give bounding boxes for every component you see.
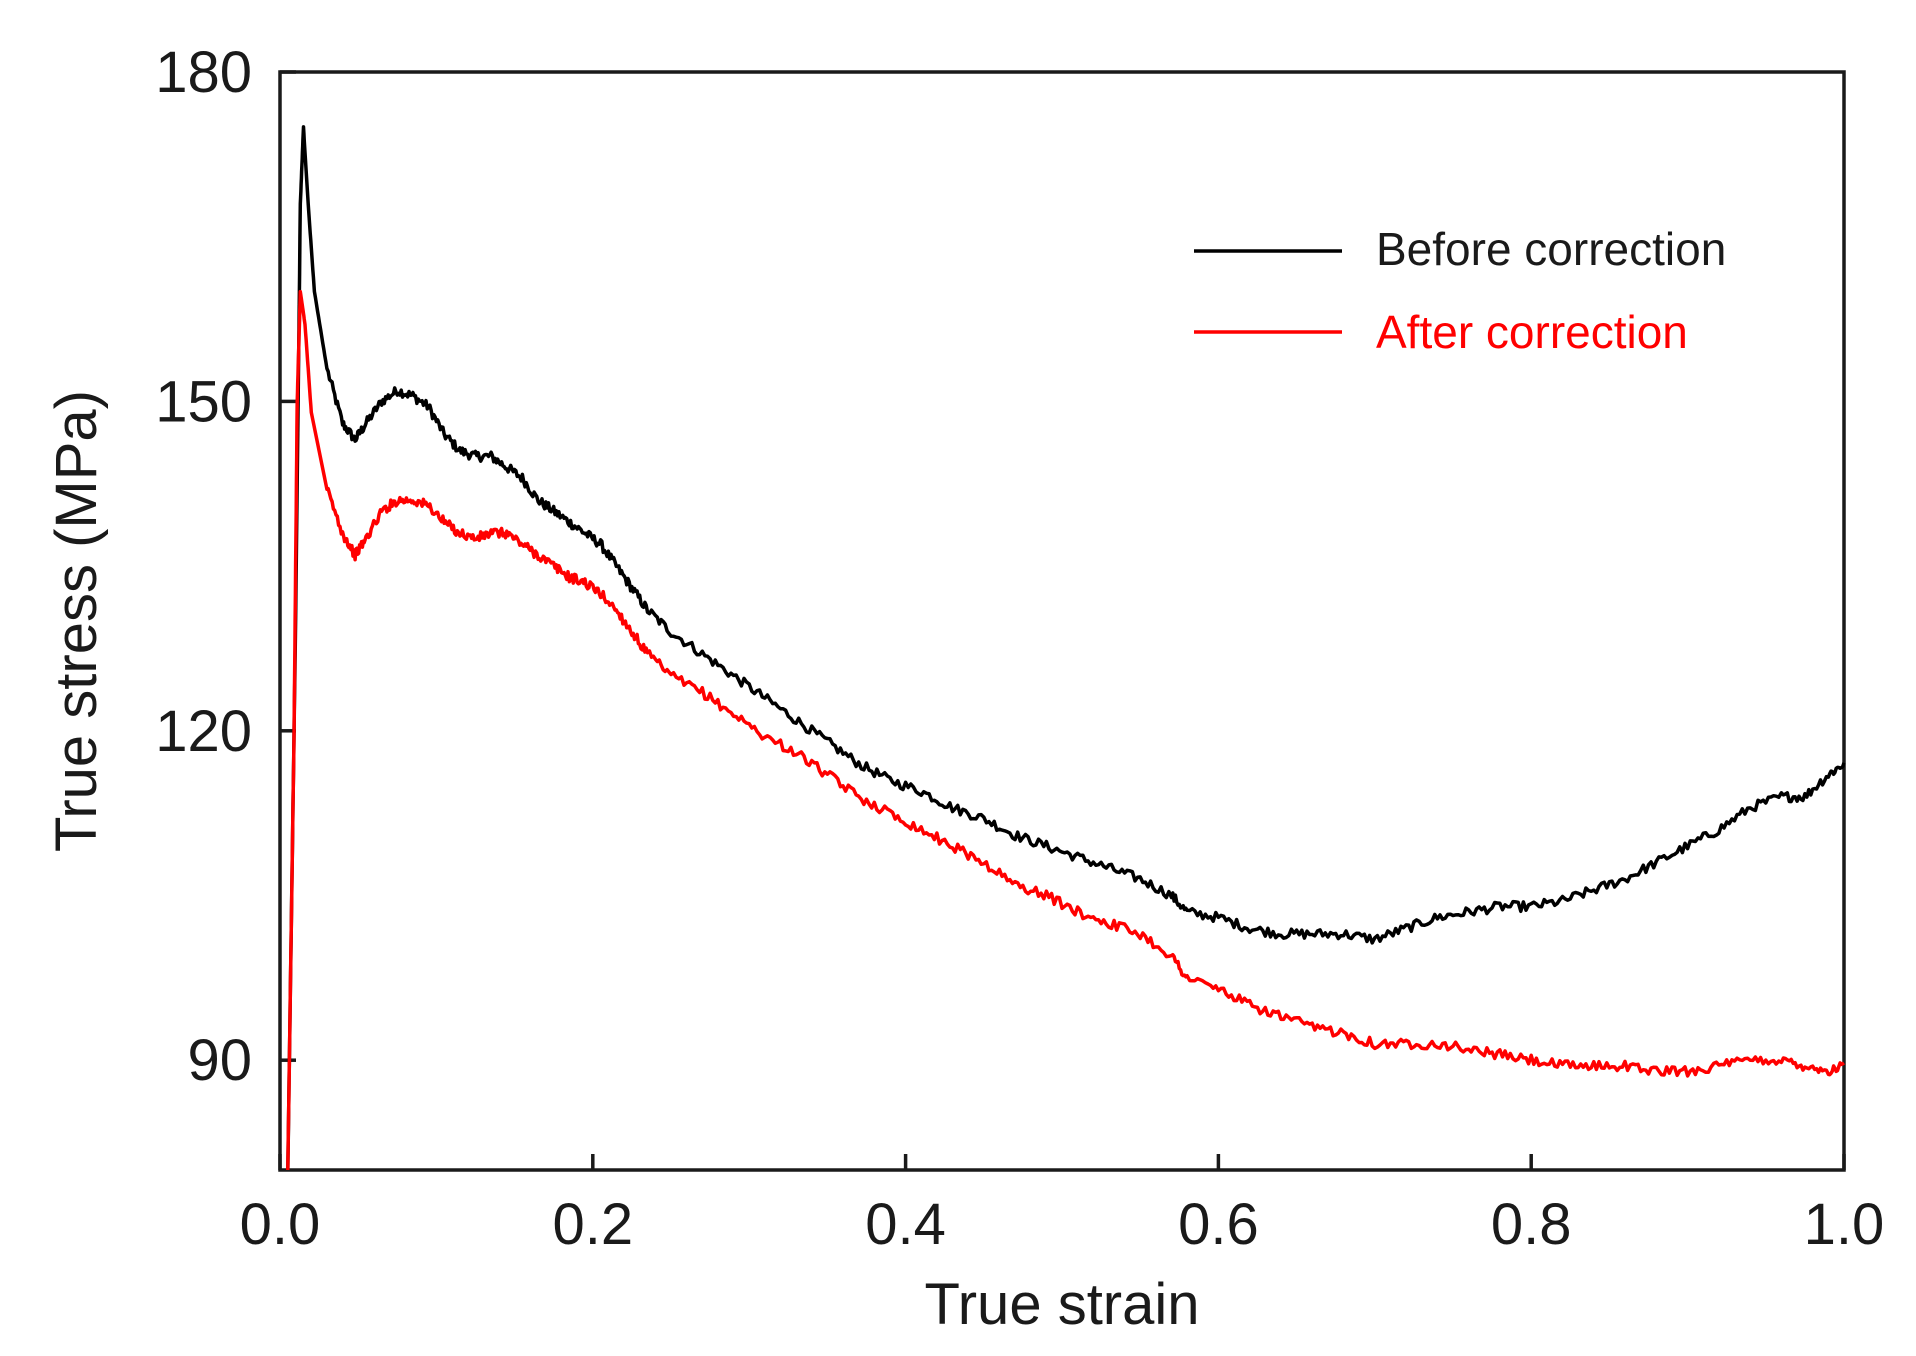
y-axis-title: True stress (MPa) — [44, 390, 109, 852]
series-layer — [286, 125, 1846, 1171]
y-axis-ticks: 90 120 150 180 — [155, 40, 296, 1093]
y-tick-label: 180 — [155, 40, 252, 105]
y-tick-label: 120 — [155, 699, 252, 764]
x-tick-label: 0.0 — [240, 1192, 321, 1257]
x-tick-label: 0.4 — [865, 1192, 946, 1257]
legend: Before correction After correction — [1194, 223, 1726, 358]
x-tick-label: 0.6 — [1178, 1192, 1259, 1257]
legend-label-after-correction: After correction — [1376, 306, 1688, 358]
series-line-after-correction — [286, 289, 1845, 1171]
x-axis-title: True strain — [924, 1272, 1199, 1337]
legend-label-before-correction: Before correction — [1376, 223, 1726, 275]
plot-area-frame — [278, 70, 1846, 1172]
x-tick-label: 0.8 — [1491, 1192, 1572, 1257]
y-tick-label: 90 — [187, 1028, 252, 1093]
x-tick-label: 1.0 — [1804, 1192, 1885, 1257]
x-tick-label: 0.2 — [552, 1192, 633, 1257]
series-line-before-correction — [286, 125, 1846, 1171]
y-tick-label: 150 — [155, 369, 252, 434]
x-axis-ticks: 0.0 0.2 0.4 0.6 0.8 1.0 — [240, 1154, 1885, 1257]
